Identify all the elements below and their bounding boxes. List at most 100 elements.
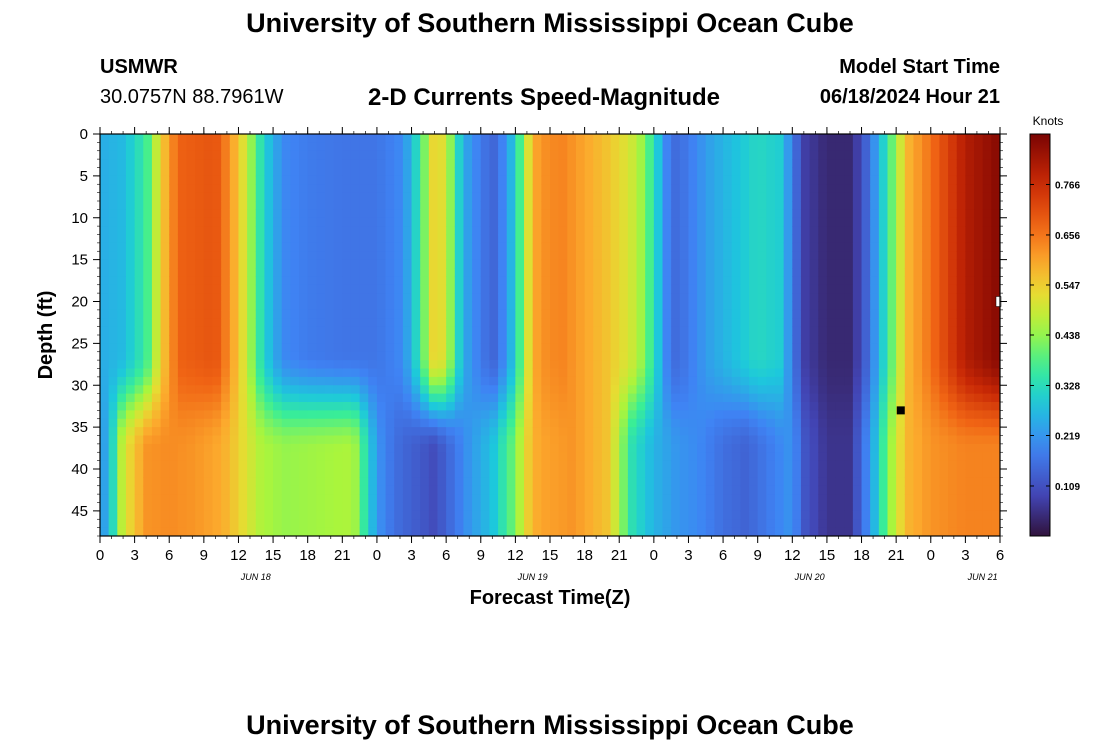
heatmap-cell: [203, 251, 214, 261]
heatmap-cell: [619, 452, 629, 462]
heatmap-cell: [870, 217, 880, 227]
heatmap-cell: [965, 343, 975, 353]
heatmap-cell: [913, 368, 923, 378]
heatmap-cell: [307, 184, 317, 194]
heatmap-cell: [117, 376, 127, 386]
heatmap-cell: [541, 527, 551, 536]
heatmap-cell: [489, 335, 499, 344]
heatmap-cell: [567, 293, 577, 303]
heatmap-cell: [757, 494, 767, 504]
heatmap-cell: [394, 469, 404, 478]
heatmap-cell: [437, 343, 447, 353]
heatmap-cell: [558, 301, 568, 311]
heatmap-cell: [281, 527, 291, 536]
heatmap-cell: [247, 251, 257, 261]
heatmap-cell: [472, 402, 482, 411]
heatmap-cell: [212, 418, 222, 428]
heatmap-cell: [316, 268, 326, 277]
heatmap-cell: [524, 460, 534, 470]
heatmap-cell: [766, 485, 776, 495]
heatmap-cell: [541, 276, 551, 286]
heatmap-cell: [524, 309, 534, 319]
heatmap-cell: [870, 209, 880, 219]
heatmap-cell: [610, 309, 620, 319]
heatmap-cell: [281, 268, 291, 277]
heatmap-cell: [593, 510, 603, 520]
heatmap-cell: [195, 159, 205, 169]
heatmap-cell: [610, 259, 620, 269]
heatmap-cell: [653, 469, 664, 478]
heatmap-cell: [506, 184, 516, 194]
heatmap-cell: [852, 142, 863, 152]
heatmap-cell: [558, 134, 568, 143]
heatmap-cell: [541, 335, 551, 344]
heatmap-cell: [108, 494, 118, 504]
heatmap-cell: [169, 368, 179, 378]
heatmap-cell: [826, 150, 837, 160]
heatmap-cell: [333, 460, 343, 470]
heatmap-cell: [671, 427, 681, 437]
heatmap-cell: [982, 360, 992, 370]
heatmap-cell: [922, 259, 932, 269]
heatmap-cell: [714, 301, 724, 311]
heatmap-cell: [575, 142, 586, 152]
heatmap-cell: [515, 259, 525, 269]
heatmap-cell: [792, 234, 802, 244]
heatmap-cell: [844, 343, 854, 353]
heatmap-cell: [922, 309, 932, 319]
heatmap-cell: [402, 427, 413, 437]
heatmap-cell: [489, 519, 499, 529]
heatmap-cell: [515, 376, 525, 386]
heatmap-cell: [610, 477, 620, 487]
heatmap-cell: [948, 527, 958, 536]
heatmap-cell: [368, 443, 378, 453]
heatmap-cell: [420, 485, 430, 495]
heatmap-cell: [143, 201, 153, 210]
heatmap-cell: [601, 284, 612, 294]
heatmap-cell: [264, 452, 274, 462]
heatmap-cell: [749, 159, 759, 169]
heatmap-cell: [904, 242, 915, 252]
heatmap-cell: [662, 142, 672, 152]
heatmap-cell: [671, 276, 681, 286]
heatmap-cell: [835, 134, 845, 143]
heatmap-cell: [290, 477, 300, 487]
heatmap-cell: [826, 360, 837, 370]
heatmap-cell: [446, 209, 456, 219]
heatmap-cell: [783, 510, 793, 520]
heatmap-cell: [705, 276, 716, 286]
heatmap-cell: [948, 175, 958, 185]
heatmap-cell: [783, 209, 793, 219]
heatmap-cell: [662, 201, 672, 210]
heatmap-cell: [359, 343, 369, 353]
heatmap-cell: [636, 301, 646, 311]
heatmap-cell: [385, 326, 395, 336]
heatmap-cell: [922, 201, 932, 210]
heatmap-cell: [974, 259, 984, 269]
heatmap-cell: [541, 494, 551, 504]
heatmap-cell: [385, 502, 395, 512]
heatmap-cell: [212, 184, 222, 194]
heatmap-cell: [593, 217, 603, 227]
heatmap-cell: [264, 167, 274, 177]
heatmap-cell: [342, 167, 352, 177]
heatmap-cell: [956, 402, 966, 411]
heatmap-cell: [117, 510, 127, 520]
heatmap-cell: [870, 242, 880, 252]
heatmap-cell: [688, 175, 698, 185]
heatmap-cell: [775, 502, 785, 512]
heatmap-cell: [697, 368, 707, 378]
heatmap-cell: [619, 385, 629, 395]
heatmap-cell: [463, 284, 473, 294]
heatmap-cell: [117, 385, 127, 395]
heatmap-cell: [247, 276, 257, 286]
heatmap-cell: [532, 435, 542, 445]
heatmap-cell: [307, 142, 317, 152]
heatmap-cell: [965, 502, 975, 512]
heatmap-cell: [749, 376, 759, 386]
heatmap-cell: [913, 485, 923, 495]
heatmap-cell: [800, 435, 811, 445]
heatmap-cell: [878, 385, 889, 395]
heatmap-cell: [887, 452, 897, 462]
heatmap-cell: [835, 519, 845, 529]
